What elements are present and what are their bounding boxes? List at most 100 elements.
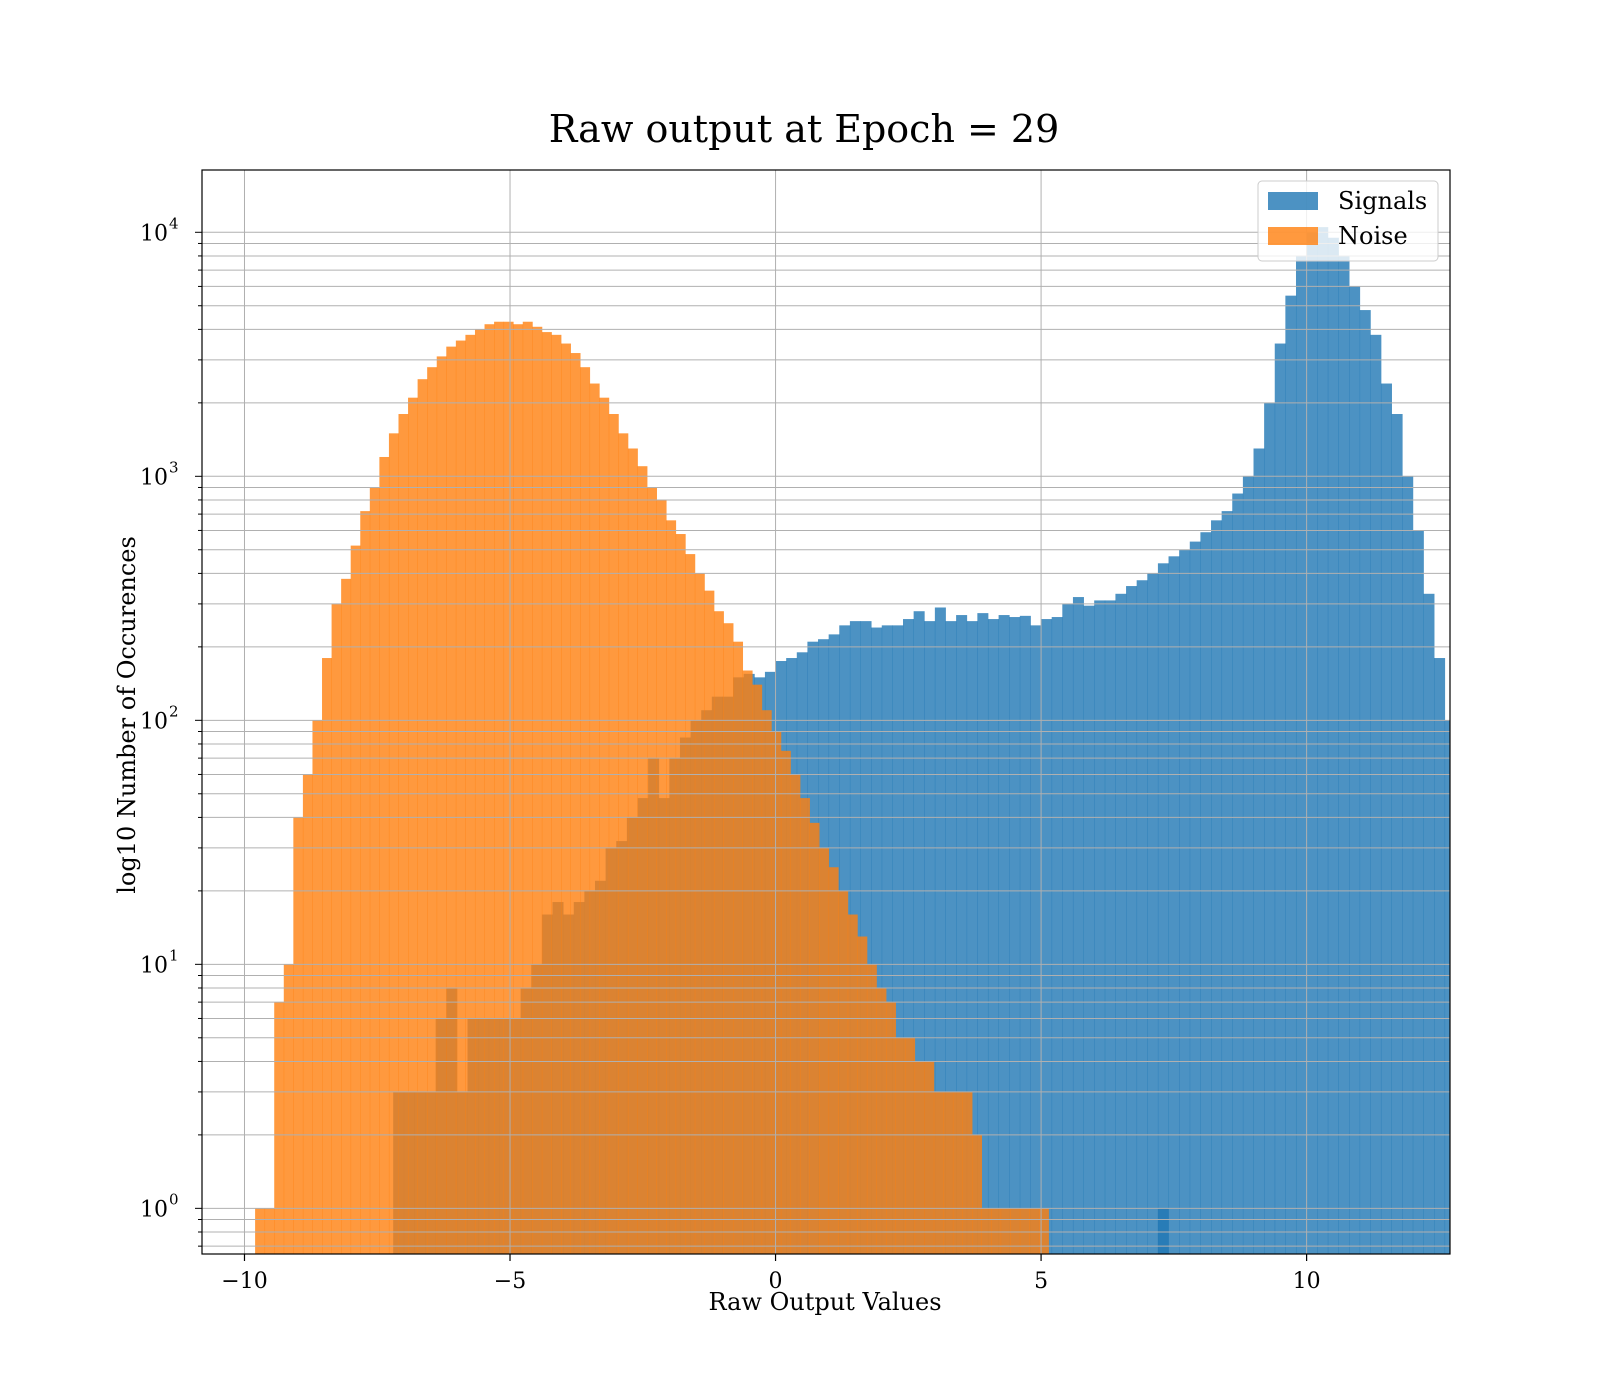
histogram-bar xyxy=(1412,530,1424,1254)
histogram-bar xyxy=(704,590,715,1254)
histogram-bar xyxy=(1019,615,1031,1254)
histogram-bar xyxy=(656,499,667,1254)
histogram-bar xyxy=(417,379,428,1254)
histogram-bar xyxy=(637,466,648,1254)
histogram-bar xyxy=(551,334,562,1254)
x-tick-label: −10 xyxy=(221,1269,267,1294)
chart-title: Raw output at Epoch = 29 xyxy=(549,107,1060,151)
histogram-bar xyxy=(1477,915,1488,1254)
histogram-bar xyxy=(274,1002,285,1254)
histogram-bar xyxy=(1157,563,1169,1254)
histogram-bar xyxy=(998,615,1010,1254)
histogram-bar xyxy=(331,603,342,1254)
histogram-bar xyxy=(1349,286,1361,1254)
histogram-bar xyxy=(945,621,957,1254)
histogram-bar xyxy=(866,964,877,1254)
histogram-bar xyxy=(943,1091,954,1254)
histogram-bar xyxy=(924,1061,935,1254)
histogram-bar xyxy=(819,847,830,1254)
y-tick-exponent: 1 xyxy=(169,946,179,964)
histogram-bar xyxy=(474,329,485,1254)
histogram-bar xyxy=(1444,720,1450,1254)
y-tick-label: 10 xyxy=(140,465,168,490)
histogram-bar xyxy=(436,356,447,1254)
grid-lines xyxy=(202,170,1450,1254)
histogram-bar xyxy=(360,511,371,1254)
histogram-bar xyxy=(952,1091,963,1254)
histogram-bar xyxy=(752,684,763,1254)
histogram-bar xyxy=(847,914,858,1254)
histogram-bar xyxy=(972,1134,982,1254)
histogram-bar xyxy=(1211,520,1223,1254)
histogram-bar xyxy=(1136,580,1148,1254)
histogram-bar xyxy=(881,625,893,1254)
histogram-bar xyxy=(838,890,849,1254)
histogram-bar xyxy=(892,625,904,1254)
histogram-bar xyxy=(876,987,887,1254)
histogram-bar xyxy=(283,964,294,1254)
histogram-bar xyxy=(956,615,968,1254)
bars-group xyxy=(255,227,1488,1254)
histogram-bar xyxy=(293,817,304,1254)
histogram-bar xyxy=(255,1208,266,1254)
histogram-bar xyxy=(1104,600,1116,1254)
histogram-bar xyxy=(1147,573,1159,1254)
histogram-bar xyxy=(264,1208,275,1254)
histogram-bar xyxy=(1338,255,1350,1254)
histogram-bar xyxy=(427,367,438,1254)
histogram-bar xyxy=(627,448,638,1254)
histogram-bar xyxy=(913,611,925,1254)
y-tick-label: 10 xyxy=(140,221,168,246)
histogram-bar xyxy=(713,611,724,1254)
histogram-bar xyxy=(341,578,352,1254)
histogram-bar xyxy=(742,670,753,1254)
histogram-bar xyxy=(1094,600,1106,1254)
y-tick-label: 10 xyxy=(140,1197,168,1222)
histogram-bar xyxy=(799,798,810,1254)
histogram-bar xyxy=(809,822,820,1254)
histogram-bar xyxy=(1221,511,1233,1254)
histogram-bar xyxy=(1189,541,1201,1254)
x-tick-label: 5 xyxy=(1034,1269,1048,1294)
histogram-bar xyxy=(302,774,313,1254)
y-tick-label: 10 xyxy=(140,709,168,734)
histogram-bar xyxy=(1466,823,1477,1254)
legend-swatch-noise xyxy=(1268,227,1318,245)
histogram-bar xyxy=(1455,747,1466,1254)
x-tick-label: 10 xyxy=(1293,1269,1321,1294)
histogram-bar xyxy=(871,627,883,1254)
histogram-bar xyxy=(675,534,686,1254)
histogram-bar xyxy=(1009,617,1021,1254)
histogram-bar xyxy=(522,321,533,1254)
histogram-bar xyxy=(1380,383,1392,1254)
histogram-bar xyxy=(455,340,466,1254)
histogram-bar xyxy=(924,621,936,1254)
histogram-bar xyxy=(322,658,332,1254)
histogram-bar xyxy=(828,867,839,1254)
histogram-bar xyxy=(1072,597,1084,1254)
histogram-bar xyxy=(905,1037,916,1254)
histogram-bar xyxy=(589,383,600,1254)
histogram-bar xyxy=(903,619,915,1254)
histogram-bar xyxy=(933,1091,944,1254)
y-tick-exponent: 0 xyxy=(169,1190,179,1208)
x-tick-label: −5 xyxy=(494,1269,526,1294)
histogram-bar xyxy=(1030,625,1042,1254)
histogram-bar xyxy=(1295,255,1308,1254)
histogram-bar xyxy=(694,573,705,1254)
histogram-bar xyxy=(312,720,323,1254)
y-axis-label: log10 Number of Occurences xyxy=(113,536,141,894)
histogram-bar xyxy=(570,353,581,1254)
histogram-bar xyxy=(991,1208,1002,1254)
histogram-bar xyxy=(733,641,744,1254)
histogram-bar xyxy=(1402,476,1414,1254)
histogram-bar xyxy=(1038,1208,1049,1254)
histogram-bar xyxy=(446,346,457,1254)
histogram-bar xyxy=(962,1091,973,1254)
histogram-bar xyxy=(647,487,657,1254)
histogram-bar xyxy=(561,343,571,1254)
y-tick-exponent: 2 xyxy=(169,702,179,720)
histogram-bar xyxy=(513,324,524,1254)
